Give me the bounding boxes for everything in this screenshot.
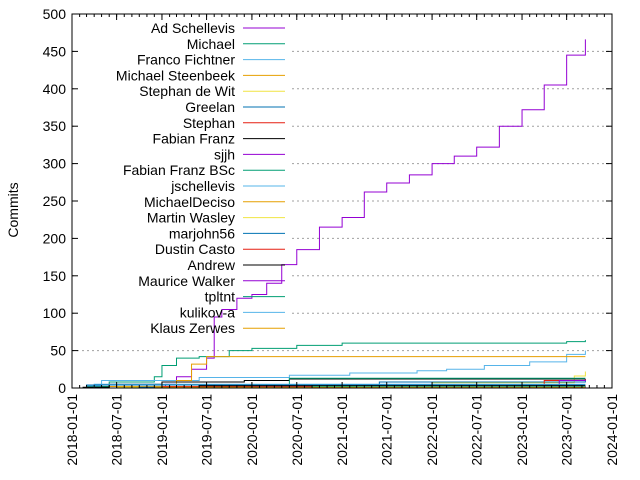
legend-label: marjohn56 — [169, 225, 235, 241]
x-tick-label: 2022-07-01 — [469, 394, 485, 466]
y-tick-label: 200 — [43, 230, 67, 246]
y-tick-label: 350 — [43, 118, 67, 134]
x-tick-label: 2021-01-01 — [334, 394, 350, 466]
series-line-2 — [86, 350, 586, 388]
legend-label: MichaelDeciso — [144, 194, 235, 210]
y-tick-label: 50 — [50, 343, 66, 359]
x-tick-label: 2023-01-01 — [514, 394, 530, 466]
legend-label: Michael — [187, 36, 235, 52]
legend-label: sjjh — [214, 146, 235, 162]
legend-label: Fabian Franz — [153, 131, 235, 147]
x-tick-label: 2018-01-01 — [64, 394, 80, 466]
y-axis-label: Commits — [5, 182, 21, 237]
legend-label: Stephan — [183, 115, 235, 131]
legend-label: Dustin Casto — [155, 241, 235, 257]
y-tick-label: 150 — [43, 268, 67, 284]
x-tick-label: 2020-01-01 — [244, 394, 260, 466]
legend-label: Fabian Franz BSc — [123, 162, 235, 178]
y-tick-label: 450 — [43, 43, 67, 59]
legend-label: Martin Wasley — [147, 210, 235, 226]
y-tick-label: 300 — [43, 156, 67, 172]
series-lines — [82, 39, 586, 388]
y-tick-label: 500 — [43, 6, 67, 22]
y-tick-label: 400 — [43, 81, 67, 97]
legend-label: Maurice Walker — [138, 273, 235, 289]
x-tick-label: 2019-07-01 — [199, 394, 215, 466]
x-tick-label: 2024-01-01 — [604, 394, 620, 466]
y-tick-label: 100 — [43, 305, 67, 321]
legend-label: Michael Steenbeek — [116, 67, 236, 83]
series-line-0 — [164, 39, 586, 388]
legend-label: tpltnt — [205, 289, 235, 305]
legend-label: jschellevis — [170, 178, 235, 194]
legend-label: Stephan de Wit — [139, 83, 235, 99]
x-tick-label: 2022-01-01 — [424, 394, 440, 466]
legend-label: Andrew — [188, 257, 236, 273]
y-tick-label: 0 — [58, 380, 66, 396]
x-tick-label: 2023-07-01 — [559, 394, 575, 466]
legend-label: Franco Fichtner — [137, 52, 235, 68]
x-tick-label: 2018-07-01 — [109, 394, 125, 466]
x-tick-label: 2021-07-01 — [379, 394, 395, 466]
series-line-3 — [108, 356, 586, 388]
axes: 0 50 100 150 200 250 300 350 400 450 500 2018-01-01… — [43, 6, 620, 466]
legend-background — [74, 16, 290, 321]
legend-label: kulikov-a — [180, 304, 235, 320]
y-tick-label: 250 — [43, 193, 67, 209]
x-tick-label: 2020-07-01 — [289, 394, 305, 466]
legend-label: Ad Schellevis — [151, 20, 235, 36]
x-tick-label: 2019-01-01 — [154, 394, 170, 466]
legend-label: Klaus Zerwes — [150, 320, 235, 336]
legend-label: Greelan — [185, 99, 235, 115]
